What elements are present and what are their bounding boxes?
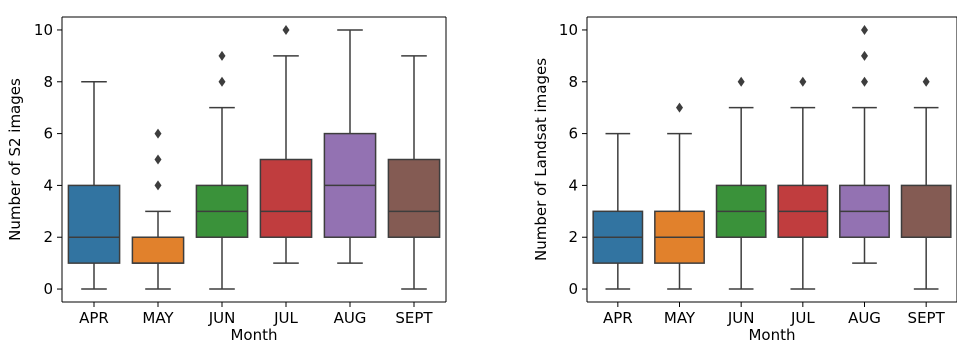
- y-tick-label: 10: [34, 21, 53, 39]
- x-tick-label: AUG: [848, 309, 881, 327]
- box-group-jul: [259, 24, 313, 264]
- y-tick-label: 2: [43, 228, 53, 246]
- y-tick-label: 6: [568, 125, 578, 143]
- box-group-jun: [195, 50, 249, 290]
- outlier-point: [218, 50, 226, 61]
- box-group-aug: [323, 29, 377, 264]
- box-group-sept: [900, 76, 952, 290]
- x-tick-label: JUN: [208, 309, 236, 327]
- y-tick-label: 0: [43, 280, 53, 298]
- box: [67, 184, 121, 264]
- y-tick-label: 8: [568, 73, 578, 91]
- x-tick-label: SEPT: [395, 309, 433, 327]
- x-axis-label: Month: [230, 326, 277, 343]
- outlier-point: [922, 76, 930, 87]
- x-tick-label: JUL: [273, 309, 298, 327]
- box-group-apr: [67, 81, 121, 290]
- x-tick-label: AUG: [334, 309, 367, 327]
- outlier-point: [154, 154, 162, 165]
- box: [387, 158, 441, 238]
- x-tick-label: JUL: [790, 309, 815, 327]
- x-tick-label: APR: [603, 309, 633, 327]
- x-tick-label: MAY: [664, 309, 696, 327]
- x-axis-label: Month: [748, 326, 795, 343]
- box: [131, 236, 185, 264]
- outlier-point: [861, 24, 868, 35]
- y-tick-label: 6: [43, 125, 53, 143]
- box: [259, 158, 313, 238]
- outlier-point: [154, 180, 162, 191]
- chart-2: 0 2 4 6 8 10 APR MAY JUN JUL AUG SEPT Month Number of…: [532, 16, 957, 344]
- y-tick-label: 4: [43, 176, 53, 194]
- y-tick-label: 0: [568, 280, 578, 298]
- x-tick-label: JUN: [727, 309, 755, 327]
- outlier-point: [154, 128, 162, 139]
- y-tick-label: 8: [43, 73, 53, 91]
- y-axis-label: Number of S2 images: [6, 78, 24, 241]
- box-group-may: [654, 102, 705, 290]
- box-group-may: [131, 128, 185, 290]
- chart-1: 0 2 4 6 8 10 APR MAY JUN JUL AUG SEPT Month Number of…: [6, 16, 447, 344]
- box-group-aug: [839, 24, 890, 264]
- outlier-point: [282, 24, 290, 35]
- box: [900, 184, 952, 238]
- y-tick-label: 4: [568, 176, 578, 194]
- y-tick-label: 10: [559, 21, 578, 39]
- outlier-point: [737, 76, 745, 87]
- box-group-jun: [715, 76, 767, 290]
- y-axis-label: Number of Landsat images: [532, 58, 550, 261]
- x-tick-label: SEPT: [908, 309, 946, 327]
- box-group-jul: [777, 76, 829, 290]
- x-tick-label: MAY: [142, 309, 174, 327]
- box-group-sept: [387, 55, 441, 290]
- outlier-point: [861, 50, 868, 61]
- outlier-point: [861, 76, 868, 87]
- outlier-point: [676, 102, 683, 113]
- box-group-apr: [592, 132, 644, 290]
- outlier-point: [218, 76, 226, 87]
- outlier-point: [799, 76, 807, 87]
- x-tick-label: APR: [79, 309, 109, 327]
- y-tick-label: 2: [568, 228, 578, 246]
